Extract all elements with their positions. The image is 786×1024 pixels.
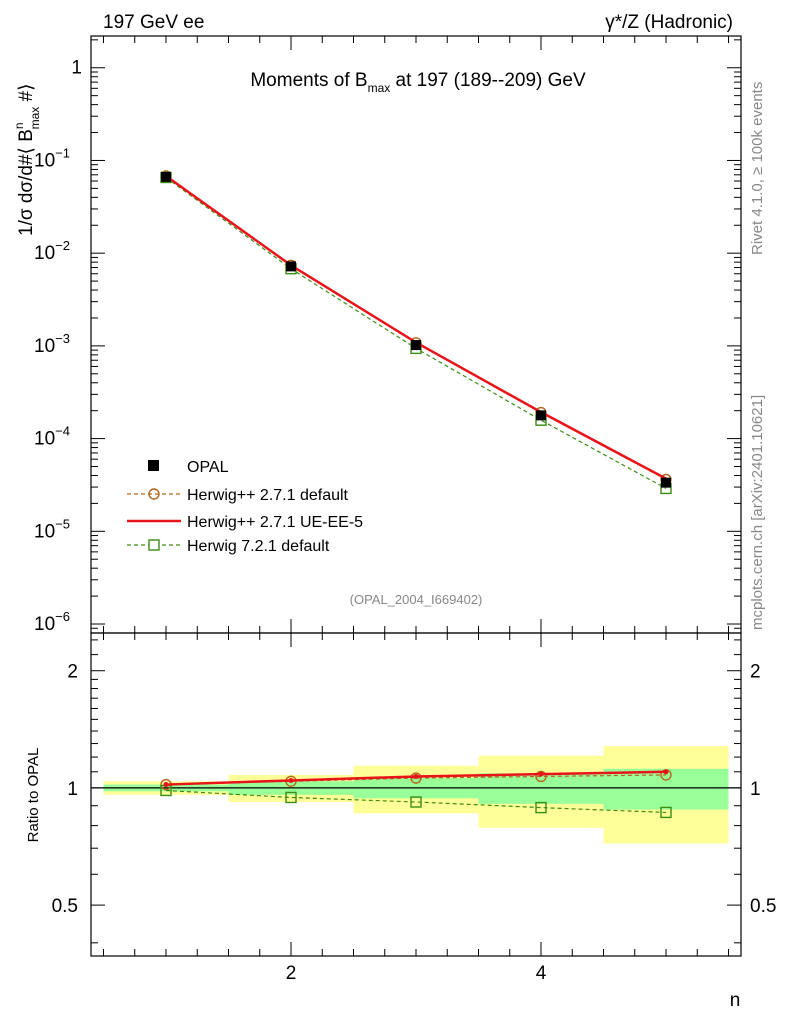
tick-exponent: −1 [55, 145, 70, 160]
tick-mantissa: 10 [34, 614, 55, 635]
ratio-y-tick-label: 0.5 [52, 896, 78, 917]
ylabel-a: 1/σ dσ/d#⟨ B [16, 129, 37, 236]
title-pre: Moments of B [250, 70, 367, 91]
series-line-herwigpp_default [165, 175, 667, 481]
ylabel-b: #⟩ [16, 83, 37, 106]
tick-mantissa: 10 [34, 150, 55, 171]
point-opal [411, 340, 421, 351]
ratio-point-herwigpp_ueee5 [663, 769, 669, 775]
ratio-point-herwigpp_ueee5 [413, 773, 419, 779]
main-y-tick-labels: 110−110−210−310−410−510−6 [34, 58, 82, 635]
legend-opal-marker [148, 460, 159, 471]
ratio-point-herwig7 [410, 796, 422, 808]
ratio-point-herwig7 [660, 806, 672, 819]
tick-mantissa: 10 [34, 336, 55, 357]
ratio-point-herwigpp_default [535, 770, 547, 783]
main-axis-ticks [91, 36, 741, 634]
x-axis-label: n [730, 990, 741, 1011]
ratio-band-inner [478, 773, 604, 804]
main-y-tick-label: 1 [71, 58, 82, 79]
legend-herwigpp-default-label: Herwig++ 2.7.1 default [187, 487, 349, 504]
point-opal [661, 477, 671, 488]
ratio-point-herwig7 [535, 801, 547, 814]
main-series [160, 170, 672, 495]
mcplots-label: mcplots.cern.ch [arXiv:2401.10621] [749, 395, 766, 630]
ylabel-sup: n [12, 122, 26, 129]
tick-exponent: −6 [55, 609, 70, 624]
tick-exponent: −2 [55, 238, 70, 253]
ratio-series [160, 769, 672, 819]
main-y-tick-label: 10−2 [34, 238, 70, 264]
ratio-y-tick-labels: 0.5 0.5 1 1 2 2 [52, 662, 777, 917]
point-opal [286, 261, 296, 272]
point-opal [161, 171, 171, 182]
main-y-tick-label: 10−3 [34, 331, 70, 357]
legend-herwigpp-default-marker [148, 488, 160, 500]
main-panel: 110−110−210−310−410−510−6 Moments of Bma… [12, 35, 742, 635]
tick-mantissa: 10 [34, 243, 55, 264]
ratio-point-herwigpp_ueee5 [288, 777, 294, 783]
ratio-y-tick-label-right: 1 [750, 779, 761, 800]
main-title: Moments of Bmax at 197 (189--209) GeV [250, 70, 586, 95]
rivet-label: Rivet 4.1.0, ≥ 100k events [749, 82, 766, 255]
main-y-tick-label: 10−6 [34, 609, 70, 635]
legend: OPAL Herwig++ 2.7.1 default Herwig++ 2.7… [127, 459, 363, 555]
legend-opal-label: OPAL [187, 459, 229, 476]
legend-herwig7-label: Herwig 7.2.1 default [187, 538, 330, 555]
tick-mantissa: 1 [71, 58, 82, 79]
ratio-y-tick-label: 1 [67, 779, 78, 800]
legend-herwigpp-ueee5-label: Herwig++ 2.7.1 UE-EE-5 [187, 514, 363, 531]
series-line-herwig7 [165, 177, 667, 489]
main-y-tick-label: 10−1 [34, 145, 70, 171]
main-y-axis-label: 1/σ dσ/d#⟨ Bn max #⟩ [12, 83, 42, 236]
tick-exponent: −3 [55, 331, 70, 346]
ratio-line-herwigpp_default [165, 774, 667, 786]
x-tick-label: 4 [536, 963, 547, 984]
ylabel-sub: max [28, 107, 42, 130]
ratio-axis-ticks [91, 633, 741, 956]
x-tick-label: 2 [286, 963, 297, 984]
ratio-point-herwig7 [285, 791, 297, 804]
legend-herwig7-marker [148, 539, 160, 551]
process-label: γ*/Z (Hadronic) [605, 12, 733, 33]
ratio-point-herwigpp_default [410, 772, 422, 784]
tick-exponent: −5 [55, 516, 70, 531]
ratio-y-tick-label: 2 [67, 662, 78, 683]
main-y-tick-label: 10−5 [34, 516, 70, 542]
ratio-y-axis-label: Ratio to OPAL [25, 748, 42, 843]
tick-mantissa: 10 [34, 429, 55, 450]
analysis-id: (OPAL_2004_I669402) [350, 592, 483, 607]
title-sub: max [368, 81, 391, 95]
ratio-uncertainty-bands [91, 746, 741, 844]
ratio-y-tick-label-right: 0.5 [750, 896, 776, 917]
ratio-point-herwigpp_ueee5 [538, 771, 544, 777]
energy-label: 197 GeV ee [103, 12, 204, 33]
tick-mantissa: 10 [34, 521, 55, 542]
series-line-herwigpp_ueee5 [165, 174, 667, 480]
ratio-point-herwigpp_ueee5 [163, 782, 169, 788]
ratio-y-tick-label-right: 2 [750, 662, 761, 683]
tick-exponent: −4 [55, 424, 70, 439]
main-y-tick-label: 10−4 [34, 424, 70, 450]
point-opal [536, 410, 546, 421]
title-post: at 197 (189--209) GeV [390, 70, 586, 91]
